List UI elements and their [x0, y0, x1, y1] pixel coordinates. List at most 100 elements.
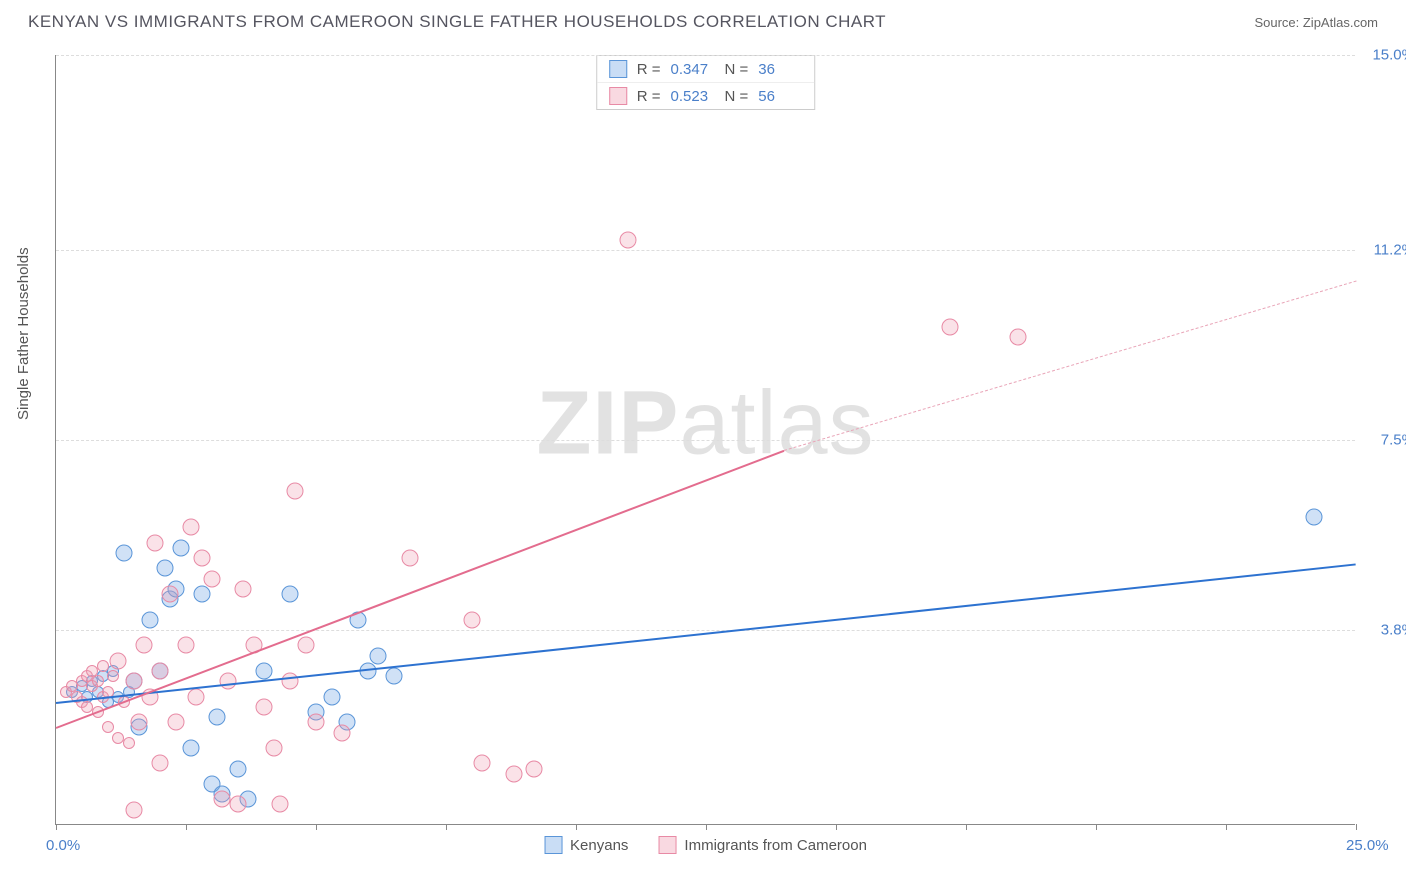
- data-point: [256, 663, 273, 680]
- header: KENYAN VS IMMIGRANTS FROM CAMEROON SINGL…: [0, 0, 1406, 38]
- stat-value: 0.523: [671, 88, 715, 105]
- x-tick: [446, 824, 447, 830]
- legend-swatch: [544, 836, 562, 854]
- y-tick-label: 11.2%: [1374, 242, 1406, 259]
- stat-value: 56: [758, 88, 802, 105]
- stat-label: N =: [725, 61, 749, 78]
- data-point: [193, 586, 210, 603]
- legend-bottom: Kenyans Immigrants from Cameroon: [544, 836, 867, 854]
- data-point: [204, 570, 221, 587]
- data-point: [297, 637, 314, 654]
- gridline: [56, 250, 1355, 251]
- x-tick: [1096, 824, 1097, 830]
- data-point: [183, 740, 200, 757]
- x-tick: [836, 824, 837, 830]
- legend-item: Kenyans: [544, 836, 628, 854]
- x-tick: [316, 824, 317, 830]
- data-point: [188, 688, 205, 705]
- data-point: [474, 755, 491, 772]
- data-point: [115, 544, 132, 561]
- x-tick: [576, 824, 577, 830]
- data-point: [271, 796, 288, 813]
- data-point: [230, 796, 247, 813]
- data-point: [141, 611, 158, 628]
- legend-label: Immigrants from Cameroon: [684, 837, 867, 854]
- data-point: [152, 755, 169, 772]
- data-point: [1010, 329, 1027, 346]
- x-tick: [706, 824, 707, 830]
- data-point: [287, 483, 304, 500]
- trend-line: [784, 281, 1356, 451]
- data-point: [110, 652, 127, 669]
- data-point: [256, 698, 273, 715]
- data-point: [620, 231, 637, 248]
- x-tick: [186, 824, 187, 830]
- data-point: [172, 539, 189, 556]
- data-point: [162, 586, 179, 603]
- data-point: [157, 560, 174, 577]
- trend-line: [56, 563, 1356, 704]
- data-point: [401, 550, 418, 567]
- data-point: [209, 709, 226, 726]
- data-point: [266, 740, 283, 757]
- y-tick-label: 15.0%: [1372, 47, 1406, 64]
- data-point: [102, 721, 114, 733]
- data-point: [131, 714, 148, 731]
- data-point: [370, 647, 387, 664]
- data-point: [334, 724, 351, 741]
- data-point: [183, 519, 200, 536]
- stat-value: 0.347: [671, 61, 715, 78]
- data-point: [126, 801, 143, 818]
- data-point: [235, 580, 252, 597]
- x-axis-label: 0.0%: [46, 837, 80, 854]
- legend-item: Immigrants from Cameroon: [658, 836, 867, 854]
- watermark: ZIPatlas: [536, 373, 874, 476]
- gridline: [56, 55, 1355, 56]
- data-point: [505, 765, 522, 782]
- stats-box: R = 0.347 N = 36 R = 0.523 N = 56: [596, 55, 816, 110]
- chart-area: ZIPatlas R =0.347N =36R =0.523N =56 Keny…: [55, 55, 1355, 825]
- data-point: [146, 534, 163, 551]
- x-tick: [56, 824, 57, 830]
- chart-title: KENYAN VS IMMIGRANTS FROM CAMEROON SINGL…: [28, 12, 886, 32]
- stat-label: R =: [637, 88, 661, 105]
- data-point: [214, 791, 231, 808]
- gridline: [56, 630, 1355, 631]
- data-point: [282, 586, 299, 603]
- y-tick-label: 3.8%: [1381, 621, 1406, 638]
- data-point: [323, 688, 340, 705]
- stats-row: R = 0.523 N = 56: [597, 82, 815, 109]
- legend-label: Kenyans: [570, 837, 628, 854]
- data-point: [152, 663, 169, 680]
- gridline: [56, 440, 1355, 441]
- stat-label: N =: [725, 88, 749, 105]
- data-point: [97, 660, 109, 672]
- data-point: [193, 550, 210, 567]
- data-point: [167, 714, 184, 731]
- data-point: [230, 760, 247, 777]
- data-point: [386, 668, 403, 685]
- x-tick: [1356, 824, 1357, 830]
- data-point: [464, 611, 481, 628]
- stats-row: R = 0.347 N = 36: [597, 56, 815, 82]
- data-point: [526, 760, 543, 777]
- legend-swatch: [609, 60, 627, 78]
- x-tick: [966, 824, 967, 830]
- y-axis-label: Single Father Households: [15, 247, 32, 420]
- data-point: [308, 714, 325, 731]
- data-point: [107, 670, 119, 682]
- stat-label: R =: [637, 61, 661, 78]
- data-point: [123, 737, 135, 749]
- source-label: Source: ZipAtlas.com: [1254, 15, 1378, 30]
- data-point: [136, 637, 153, 654]
- data-point: [1306, 509, 1323, 526]
- y-tick-label: 7.5%: [1381, 432, 1406, 449]
- x-tick: [1226, 824, 1227, 830]
- data-point: [219, 673, 236, 690]
- x-axis-label: 25.0%: [1346, 837, 1389, 854]
- data-point: [178, 637, 195, 654]
- data-point: [942, 319, 959, 336]
- stat-value: 36: [758, 61, 802, 78]
- legend-swatch: [609, 87, 627, 105]
- data-point: [92, 675, 104, 687]
